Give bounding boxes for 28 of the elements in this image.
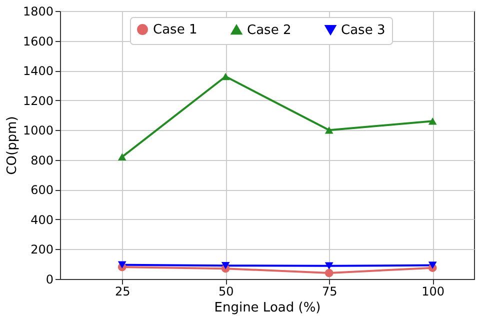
point (428, 262, 437, 269)
point (118, 261, 126, 268)
point (324, 262, 334, 270)
y-tick-label: 400 (30, 212, 54, 227)
y-tick-label: 1400 (22, 64, 54, 78)
y-tick-label: 1800 (22, 4, 54, 18)
point (118, 153, 126, 161)
x-tick-label: 50 (218, 284, 234, 298)
legend-label: Case 3 (341, 22, 386, 38)
y-tick-label: 800 (30, 153, 54, 168)
point (428, 118, 437, 125)
x-axis-title: Engine Load (%) (214, 300, 321, 316)
x-tick-label: 75 (322, 284, 338, 298)
y-tick-label: 600 (30, 183, 54, 198)
point (221, 72, 230, 80)
point (221, 262, 230, 270)
y-axis-title: CO(ppm) (4, 116, 20, 175)
y-tick-label: 1200 (22, 94, 54, 108)
x-tick-label: 25 (114, 284, 130, 298)
y-tick-label: 200 (30, 242, 54, 257)
y-tick-label: 1000 (22, 124, 54, 138)
y-tick-label: 1600 (22, 34, 54, 48)
legend-label: Case 2 (247, 22, 292, 38)
point (324, 268, 334, 278)
x-tick-label: 100 (422, 284, 445, 298)
y-tick-label: 0 (46, 272, 54, 286)
point (324, 126, 334, 134)
legend-label: Case 1 (153, 22, 198, 38)
